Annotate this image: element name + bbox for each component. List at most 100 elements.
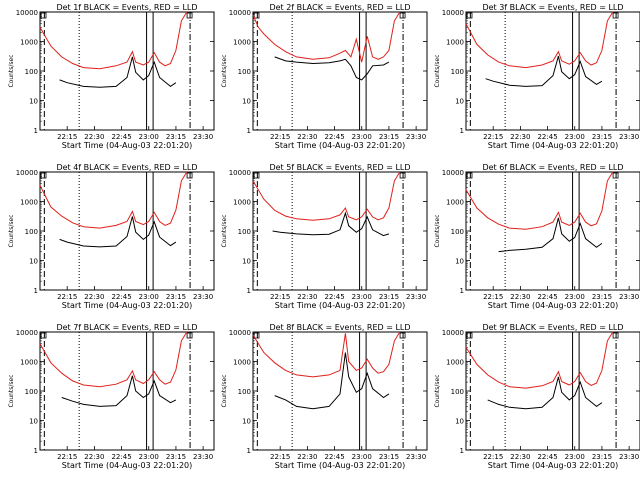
plot-frame [252, 11, 428, 131]
x-tick-label: 23:15 [592, 293, 612, 301]
panel-title: Det 9f BLACK = Events, RED = LLD [482, 323, 623, 332]
y-tick-label: 10000 [16, 329, 38, 337]
y-tick-label: 1 [460, 127, 464, 135]
y-tick-label: 100 [238, 68, 251, 76]
y-axis-label: Counts/sec [221, 374, 228, 407]
x-tick-label: 22:15 [57, 133, 77, 141]
y-tick-label: 1000 [446, 359, 464, 367]
x-tick-label: 23:00 [352, 453, 372, 461]
corner-marker [612, 172, 619, 179]
y-tick-label: 1000 [20, 359, 38, 367]
x-tick-label: 23:30 [193, 293, 213, 301]
plot-frame [252, 171, 428, 291]
x-tick-label: 23:15 [379, 453, 399, 461]
corner-marker [186, 12, 193, 19]
x-tick-label: 23:15 [166, 453, 186, 461]
plot-frame [39, 11, 215, 131]
events-series-line [274, 352, 390, 410]
x-tick-label: 23:30 [193, 133, 213, 141]
plot-frame [39, 171, 215, 291]
y-tick-label: 1000 [233, 199, 251, 207]
x-tick-label: 23:15 [592, 133, 612, 141]
x-tick-label: 22:30 [297, 133, 317, 141]
x-tick-label: 22:30 [510, 453, 530, 461]
x-tick-label: 22:15 [57, 293, 77, 301]
panel-1: Det 1f BLACK = Events, RED = LLD 1 10 100 10… [8, 3, 215, 150]
corner-marker [253, 172, 260, 179]
corner-marker [186, 332, 193, 339]
plot-frame [465, 11, 640, 131]
panel-title: Det 5f BLACK = Events, RED = LLD [269, 163, 410, 172]
x-tick-label: 23:00 [139, 133, 159, 141]
x-tick-label: 23:30 [406, 293, 426, 301]
panel-2: Det 2f BLACK = Events, RED = LLD 1 10 100 10… [221, 3, 428, 150]
corner-marker [466, 172, 473, 179]
x-tick-label: 23:00 [139, 453, 159, 461]
events-series-line [59, 216, 177, 248]
x-tick-label: 23:30 [193, 453, 213, 461]
y-axis-label: Counts/sec [221, 54, 228, 87]
x-tick-label: 23:30 [406, 133, 426, 141]
lld-series-line [39, 331, 188, 388]
y-tick-label: 1000 [233, 39, 251, 47]
lld-series-line [252, 331, 401, 378]
x-tick-label: 22:30 [297, 453, 317, 461]
events-series-line [61, 375, 177, 407]
x-tick-label: 22:15 [483, 453, 503, 461]
x-tick-label: 22:30 [510, 133, 530, 141]
y-tick-label: 100 [25, 68, 38, 76]
events-series-line [274, 56, 390, 81]
corner-marker [399, 332, 406, 339]
panel-8: Det 8f BLACK = Events, RED = LLD 1 10 100 10… [221, 323, 428, 470]
panel-title: Det 7f BLACK = Events, RED = LLD [56, 323, 197, 332]
panel-7: Det 7f BLACK = Events, RED = LLD 1 10 100 10… [8, 323, 215, 470]
y-tick-label: 10 [242, 98, 251, 106]
x-tick-label: 22:45 [537, 293, 557, 301]
x-tick-label: 23:30 [619, 453, 639, 461]
x-tick-label: 22:45 [324, 293, 344, 301]
x-axis-label: Start Time (04-Aug-03 22:01:20) [275, 301, 406, 310]
y-tick-label: 10 [455, 98, 464, 106]
x-tick-label: 22:15 [270, 293, 290, 301]
lld-series-line [465, 331, 614, 389]
x-tick-label: 22:30 [84, 133, 104, 141]
x-tick-label: 23:30 [406, 453, 426, 461]
y-tick-label: 1000 [233, 359, 251, 367]
panel-3: Det 3f BLACK = Events, RED = LLD 1 10 100 10… [434, 3, 640, 150]
x-tick-label: 22:15 [483, 293, 503, 301]
corner-marker [40, 172, 47, 179]
x-tick-label: 23:15 [379, 293, 399, 301]
x-axis-label: Start Time (04-Aug-03 22:01:20) [275, 461, 406, 470]
x-tick-label: 23:00 [565, 133, 585, 141]
corner-marker [40, 12, 47, 19]
y-axis-label: Counts/sec [8, 374, 15, 407]
y-tick-label: 100 [238, 228, 251, 236]
x-tick-label: 23:15 [379, 133, 399, 141]
y-axis-label: Counts/sec [434, 54, 441, 87]
lld-series-line [252, 11, 401, 63]
y-tick-label: 100 [25, 228, 38, 236]
x-tick-label: 22:45 [111, 453, 131, 461]
panel-6: Det 6f BLACK = Events, RED = LLD 1 10 100 10… [434, 163, 640, 310]
y-tick-label: 10 [455, 418, 464, 426]
y-tick-label: 1 [460, 287, 464, 295]
y-tick-label: 1000 [20, 39, 38, 47]
corner-marker [253, 12, 260, 19]
y-tick-label: 10000 [442, 329, 464, 337]
panel-4: Det 4f BLACK = Events, RED = LLD 1 10 100 10… [8, 163, 215, 310]
y-axis-label: Counts/sec [434, 374, 441, 407]
y-tick-label: 1000 [20, 199, 38, 207]
y-tick-label: 10000 [442, 169, 464, 177]
panel-title: Det 2f BLACK = Events, RED = LLD [269, 3, 410, 12]
lld-series-line [39, 171, 188, 229]
y-tick-label: 1000 [446, 199, 464, 207]
lld-series-line [465, 171, 614, 230]
y-tick-label: 10000 [229, 329, 251, 337]
x-tick-label: 22:45 [111, 133, 131, 141]
x-tick-label: 22:45 [537, 453, 557, 461]
corner-marker [399, 12, 406, 19]
x-tick-label: 22:15 [483, 133, 503, 141]
x-tick-label: 23:15 [592, 453, 612, 461]
y-tick-label: 1 [34, 127, 38, 135]
